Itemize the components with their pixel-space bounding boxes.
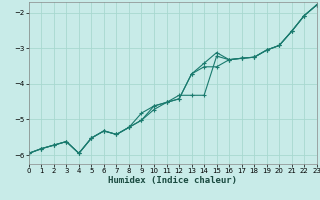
- X-axis label: Humidex (Indice chaleur): Humidex (Indice chaleur): [108, 176, 237, 185]
